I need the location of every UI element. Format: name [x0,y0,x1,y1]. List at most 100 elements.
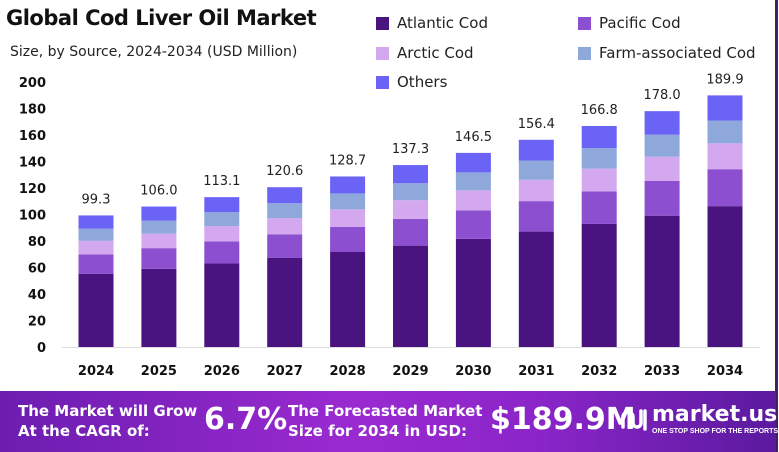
logo-tagline: ONE STOP SHOP FOR THE REPORTS [652,428,779,435]
y-tick-label: 140 [19,156,46,171]
total-label-2030: 146.5 [455,130,492,145]
bar-segment-others-2025 [141,206,177,221]
bar-segment-arctic-cod-2024 [78,240,114,255]
bar-segment-others-2033 [644,111,680,135]
bar-segment-farm-associated-cod-2031 [518,160,554,180]
bar-segment-pacific-cod-2026 [204,241,240,264]
forecast-label-line1: The Forecasted Market [288,402,483,420]
bar-segment-atlantic-cod-2033 [644,215,680,347]
logo-text: market.us [652,402,778,427]
legend-swatch [376,75,389,89]
total-label-2032: 166.8 [581,103,618,118]
bar-segment-atlantic-cod-2026 [204,263,240,347]
legend-swatch [376,46,389,60]
x-tick-label-2032: 2032 [581,364,617,379]
x-tick-label-2028: 2028 [330,364,366,379]
cagr-label-line2: At the CAGR of: [18,422,150,440]
total-label-2028: 128.7 [329,153,366,168]
bar-segment-arctic-cod-2028 [330,209,366,227]
y-tick-label: 180 [19,103,46,118]
y-tick-label: 40 [28,288,46,303]
bar-segment-pacific-cod-2028 [330,226,366,252]
x-tick-label-2033: 2033 [644,364,680,379]
legend-label: Pacific Cod [599,14,681,32]
bar-segment-others-2031 [518,139,554,161]
x-tick-label-2025: 2025 [141,364,177,379]
bar-segment-pacific-cod-2025 [141,248,177,269]
forecast-value: $189.9M [490,402,636,437]
bar-segment-pacific-cod-2032 [581,191,617,224]
legend-swatch [578,46,591,60]
total-label-2034: 189.9 [706,72,743,87]
bar-segment-arctic-cod-2026 [204,226,240,242]
x-tick-label-2034: 2034 [707,364,743,379]
bar-segment-arctic-cod-2029 [393,200,428,219]
chart-subtitle: Size, by Source, 2024-2034 (USD Million) [10,44,298,60]
cagr-label-line1: The Market will Grow [18,402,198,420]
y-tick-label: 80 [28,235,46,250]
legend-label: Atlantic Cod [397,14,488,32]
bar-segment-arctic-cod-2025 [141,233,177,249]
bar-segment-arctic-cod-2034 [707,143,743,170]
total-label-2031: 156.4 [518,117,555,132]
x-tick-label-2029: 2029 [392,364,428,379]
bar-segment-pacific-cod-2031 [518,201,554,232]
total-label-2027: 120.6 [266,164,303,179]
bar-segment-farm-associated-cod-2033 [644,134,680,157]
legend-item-arctic-cod: Arctic Cod [376,44,474,62]
bar-segment-atlantic-cod-2028 [330,251,366,347]
y-tick-label: 20 [28,315,46,330]
legend-item-others: Others [376,73,447,91]
bar-segment-arctic-cod-2030 [455,190,491,211]
bar-segment-others-2030 [455,152,491,173]
legend-swatch [578,16,591,30]
bar-segment-atlantic-cod-2031 [518,231,554,347]
y-tick-label: 100 [19,209,46,224]
chart-title: Global Cod Liver Oil Market [6,6,317,30]
y-tick-label: 200 [19,76,46,91]
total-label-2029: 137.3 [392,142,429,157]
bar-segment-pacific-cod-2024 [78,254,114,274]
total-label-2024: 99.3 [82,192,111,207]
bar-segment-pacific-cod-2034 [707,169,743,207]
bar-segment-atlantic-cod-2029 [393,245,428,347]
y-tick-label: 0 [37,341,46,356]
legend-label: Farm-associated Cod [599,44,756,62]
bar-segment-farm-associated-cod-2025 [141,220,177,234]
forecast-label-line2: Size for 2034 in USD: [288,422,467,440]
bar-segment-others-2028 [330,176,366,194]
bar-segment-farm-associated-cod-2030 [455,172,491,191]
bar-segment-atlantic-cod-2034 [707,206,743,347]
bar-segment-farm-associated-cod-2026 [204,212,240,227]
bar-segment-atlantic-cod-2027 [267,257,303,347]
bar-segment-farm-associated-cod-2027 [267,203,303,219]
legend-label: Arctic Cod [397,44,474,62]
bar-segment-pacific-cod-2029 [393,218,428,246]
cagr-value: 6.7% [204,402,288,437]
x-tick-label-2026: 2026 [204,364,240,379]
bar-segment-atlantic-cod-2030 [455,238,491,347]
bar-segment-atlantic-cod-2032 [581,223,617,347]
bar-chart: 0 20 40 60 80 100 120 140 160 180 200 99.3 2024 106.0… [19,72,760,379]
market-us-logo-icon [621,408,647,431]
bar-segment-others-2029 [393,165,428,184]
total-label-2025: 106.0 [140,184,177,199]
bar-segment-others-2034 [707,95,743,121]
bar-segment-others-2024 [78,215,114,229]
bar-segment-atlantic-cod-2024 [78,273,114,347]
market-us-logo: market.us ONE STOP SHOP FOR THE REPORTS [620,403,778,436]
bar-segment-arctic-cod-2032 [581,168,617,192]
y-tick-label: 160 [19,129,46,144]
bar-segment-atlantic-cod-2025 [141,268,177,347]
bar-segment-farm-associated-cod-2029 [393,183,428,201]
y-tick-label: 60 [28,262,46,277]
x-tick-label-2030: 2030 [455,364,491,379]
x-tick-label-2031: 2031 [518,364,554,379]
bar-segment-others-2026 [204,197,240,213]
legend-item-atlantic-cod: Atlantic Cod [376,14,488,32]
total-label-2026: 113.1 [203,174,240,189]
y-tick-label: 120 [19,182,46,197]
bar-segment-farm-associated-cod-2032 [581,148,617,169]
bar-segment-farm-associated-cod-2034 [707,120,743,144]
